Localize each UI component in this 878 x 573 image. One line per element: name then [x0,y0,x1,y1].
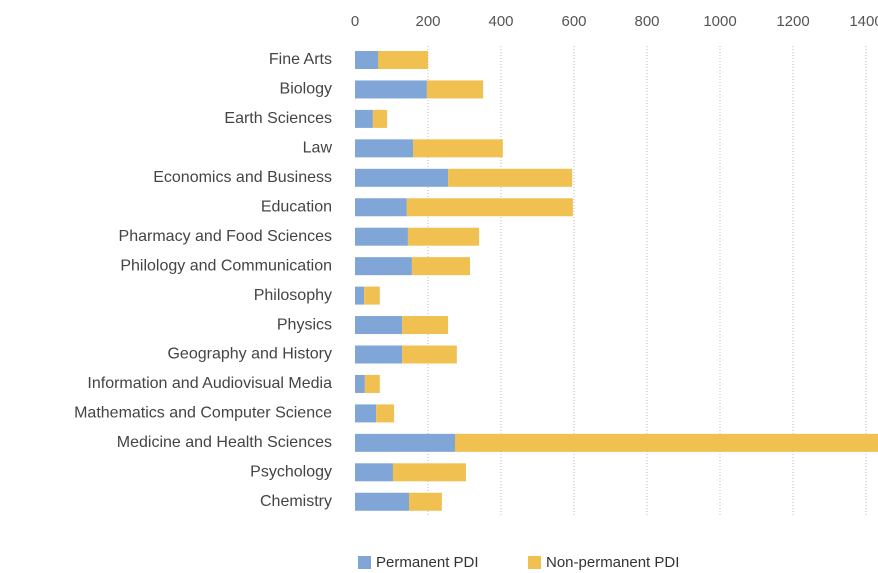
category-label: Pharmacy and Food Sciences [119,228,332,245]
bar-segment [355,492,410,511]
bar-segment [402,345,457,364]
bar-segment [355,139,414,158]
bar-segment [355,168,449,187]
bar-segment [364,286,380,305]
bar-segment [402,316,449,335]
bar-segment [455,433,878,452]
bar-segment [355,198,407,217]
category-label: Psychology [250,464,332,481]
bar-segment [355,433,456,452]
x-tick-label: 1400 [849,13,878,30]
x-tick-label: 0 [351,13,359,30]
category-label: Geography and History [167,346,332,363]
bar-segment [355,316,403,335]
bar-segment [355,286,365,305]
category-label: Philosophy [254,287,332,304]
category-label: Chemistry [260,493,332,510]
bar-segment [355,345,403,364]
x-tick-label: 400 [488,13,513,30]
bar-segment [426,80,484,99]
category-label: Education [261,198,332,215]
bar-segment [355,404,377,423]
category-label: Earth Sciences [224,110,332,127]
bar-segment [413,139,503,158]
category-label: Medicine and Health Sciences [117,434,332,451]
bar-segment [355,374,365,393]
x-tick-label: 600 [561,13,586,30]
category-label: Physics [277,316,332,333]
bar-segment [355,463,393,482]
legend-swatch [528,556,541,569]
x-tick-label: 1200 [776,13,809,30]
x-tick-label: 1000 [703,13,736,30]
bar-segment [411,257,470,276]
bar-segment [376,404,395,423]
legend-swatch [358,556,371,569]
bar-segment [364,374,380,393]
category-label: Mathematics and Computer Science [74,405,332,422]
bar-segment [448,168,573,187]
bar-segment [355,109,373,128]
category-label: Information and Audiovisual Media [87,375,332,392]
category-label: Economics and Business [153,169,332,186]
bar-segment [355,257,412,276]
bar-segment [355,80,427,99]
bar-segment [355,227,408,246]
bar-segment [377,51,428,69]
bar-segment [407,227,480,246]
legend-label: Non-permanent PDI [546,554,679,571]
bar-segment [355,51,378,69]
x-tick-label: 200 [415,13,440,30]
category-label: Biology [280,81,332,98]
category-label: Philology and Communication [120,257,332,274]
category-label: Law [303,140,333,157]
legend-label: Permanent PDI [376,554,479,571]
bar-segment [406,198,573,217]
bar-segment [372,109,388,128]
category-label: Fine Arts [269,51,332,68]
bar-segment [392,463,466,482]
x-tick-label: 800 [634,13,659,30]
bar-segment [409,492,442,511]
